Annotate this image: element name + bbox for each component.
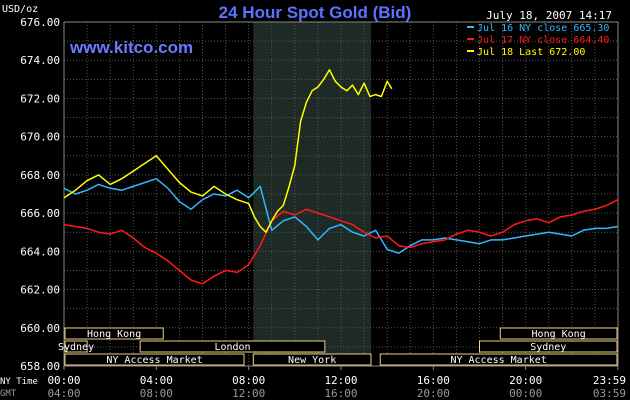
y-tick-label: 664.00 bbox=[20, 245, 60, 258]
legend: Jul 16 NY close 665.30 Jul 17 NY close 6… bbox=[467, 23, 609, 58]
series-line-jul16 bbox=[63, 177, 618, 254]
x-tick-label-ny: 04:00 bbox=[140, 374, 173, 387]
ny-time-label: NY Time bbox=[0, 377, 38, 387]
x-tick-label-ny: 12:00 bbox=[324, 374, 357, 387]
y-tick-label: 674.00 bbox=[20, 54, 60, 67]
session-label: Sydney bbox=[530, 342, 566, 353]
timestamp: July 18, 2007 14:17 bbox=[486, 9, 612, 22]
x-tick-label-ny: 08:00 bbox=[232, 374, 265, 387]
x-tick-label-gmt: 16:00 bbox=[324, 387, 357, 400]
session-label: London bbox=[214, 342, 250, 353]
session-bar bbox=[139, 340, 326, 353]
session-label: NY Access Market bbox=[106, 355, 202, 366]
x-tick-label-gmt: 08:00 bbox=[140, 387, 173, 400]
market-sessions: Hong Kong Hong Kong Sydney London Sydney NY A… bbox=[58, 327, 618, 366]
series-line-jul17 bbox=[63, 199, 619, 285]
session-label: NY Access Market bbox=[450, 355, 546, 366]
x-tick-label-gmt: 12:00 bbox=[232, 387, 265, 400]
x-tick-label-ny: 00:00 bbox=[47, 374, 80, 387]
y-tick-label: 670.00 bbox=[20, 131, 60, 144]
y-tick-label: 676.00 bbox=[20, 16, 60, 29]
legend-label-jul18: Jul 18 Last 672.00 bbox=[477, 47, 585, 58]
price-series bbox=[63, 69, 619, 285]
watermark-text: www.kitco.com bbox=[69, 38, 193, 57]
new-york-session-shading bbox=[253, 22, 372, 366]
session-bar bbox=[379, 353, 618, 366]
legend-label-jul16: Jul 16 NY close 665.30 bbox=[477, 23, 609, 34]
session-bar bbox=[479, 340, 618, 353]
session-label: Hong Kong bbox=[532, 329, 586, 340]
session-label: New York bbox=[288, 355, 336, 366]
session-label: Hong Kong bbox=[87, 329, 141, 340]
session-bar bbox=[252, 353, 372, 366]
x-tick-label-gmt: 04:00 bbox=[47, 387, 80, 400]
session-label: Sydney bbox=[58, 342, 94, 353]
y-axis-ticks: 676.00 674.00 672.00 670.00 668.00 666.00 664.… bbox=[20, 16, 60, 373]
y-tick-label: 672.00 bbox=[20, 92, 60, 105]
x-tick-label-gmt: 20:00 bbox=[417, 387, 450, 400]
session-bar bbox=[64, 353, 245, 366]
y-tick-label: 666.00 bbox=[20, 207, 60, 220]
y-tick-label: 660.00 bbox=[20, 322, 60, 335]
x-tick-label-ny: 16:00 bbox=[417, 374, 450, 387]
y-tick-label: 658.00 bbox=[20, 360, 60, 373]
x-tick-label-gmt: 00:00 bbox=[509, 387, 542, 400]
x-tick-label-ny: 23:59 bbox=[593, 374, 626, 387]
x-tick-label-ny: 20:00 bbox=[509, 374, 542, 387]
session-bar bbox=[64, 327, 164, 340]
grid-lines bbox=[63, 21, 619, 367]
gmt-label: GMT bbox=[0, 389, 17, 399]
x-axis-ticks: 00:0004:0004:0008:0008:0012:0012:0016:00… bbox=[47, 366, 626, 400]
y-tick-label: 668.00 bbox=[20, 169, 60, 182]
legend-label-jul17: Jul 17 NY close 664.40 bbox=[477, 35, 609, 46]
y-axis-label: USD/oz bbox=[2, 4, 38, 15]
y-tick-label: 662.00 bbox=[20, 284, 60, 297]
session-bar bbox=[64, 340, 88, 353]
x-tick-label-gmt: 03:59 bbox=[593, 387, 626, 400]
session-bar bbox=[499, 327, 618, 340]
chart-title: 24 Hour Spot Gold (Bid) bbox=[219, 3, 412, 22]
series-line-jul18 bbox=[63, 69, 393, 233]
